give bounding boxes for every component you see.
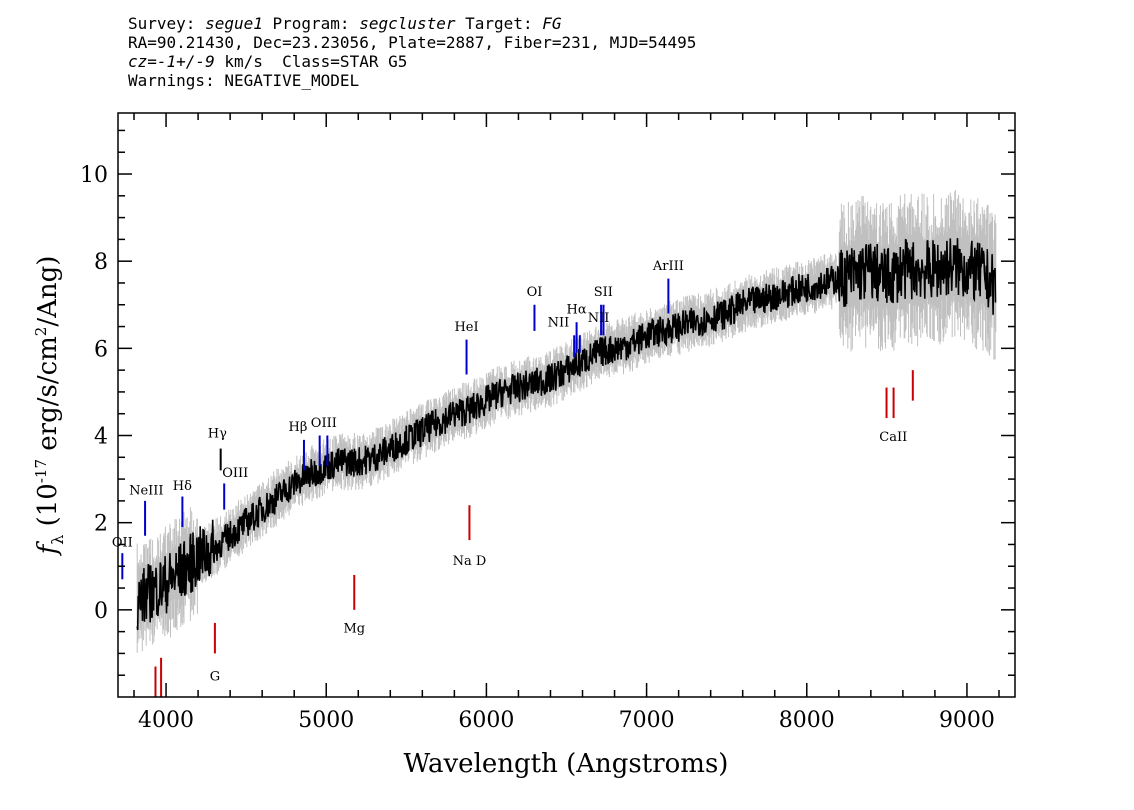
target-label: Target: [455,14,543,33]
target-value: FG [542,14,562,33]
flux-series [136,238,997,631]
spectral-line-label: Mg [343,622,365,637]
x-tick-label: 8000 [779,708,835,733]
spectral-line-label: ArIII [652,259,684,274]
spectral-line-label: OI [527,285,543,300]
x-tick-label: 7000 [619,708,675,733]
y-tick-label: 6 [94,337,108,362]
y-tick-label: 4 [94,425,108,450]
spectral-line-label: Hα [567,302,587,317]
flux-line [136,238,997,631]
plot-frame [117,112,1016,698]
spectral-line-label: Hβ [289,420,308,435]
y-tick-label: 8 [94,250,108,275]
survey-value: segue1 [205,14,263,33]
class-value: km/s Class=STAR G5 [214,52,408,71]
spectral-line-label: Na D [453,554,487,569]
spectral-line-label: HeI [454,320,478,335]
spectrum-header: Survey: segue1 Program: segcluster Targe… [128,14,696,90]
spectral-line-label: NII [548,316,570,331]
program-value: segcluster [359,14,456,33]
y-axis-title: fλ (10-17 erg/s/cm2/Ang) [32,256,67,557]
spectral-line-label: CaII [879,430,907,445]
x-tick-label: 5000 [298,708,354,733]
program-label: Program: [262,14,360,33]
spectral-line-label: NII [588,311,610,326]
header-line-warnings: Warnings: NEGATIVE_MODEL [128,71,360,90]
x-tick-label: 4000 [138,708,194,733]
y-tick-label: 2 [94,512,108,537]
x-tick-label: 9000 [939,708,995,733]
spectral-line-label: SII [594,285,613,300]
x-tick-label: 6000 [458,708,514,733]
spectral-line-label: OIII [222,466,248,481]
spectral-line-label: OIII [311,416,337,431]
survey-label: Survey: [128,14,206,33]
spectral-line-label: Hδ [173,479,192,494]
spectral-line-label: NeIII [129,483,163,498]
header-line-coordinates: RA=90.21430, Dec=23.23056, Plate=2887, F… [128,33,697,52]
spectral-line-label: Hγ [208,427,227,442]
redshift-value: cz=-1+/-9 [128,52,215,71]
spectral-line-label: OII [112,536,133,551]
y-tick-label: 10 [80,163,108,188]
header-line-redshift: cz=-1+/-9 km/s Class=STAR G5 [128,52,696,71]
header-line-survey: Survey: segue1 Program: segcluster Targe… [128,14,696,33]
spectral-line-label: G [210,669,220,684]
x-axis-title: Wavelength (Angstroms) [404,749,729,779]
axis-ticks: 4000 5000 6000 7000 8000 9000 0 2 4 6 8 10 [80,113,1015,733]
y-tick-label: 0 [94,599,108,624]
